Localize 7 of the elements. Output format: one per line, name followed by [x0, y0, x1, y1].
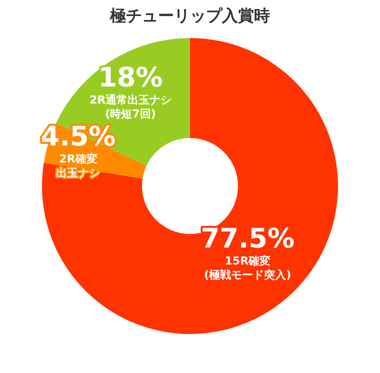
- slice-label: 15R確変(極戦モード突入): [204, 254, 292, 282]
- chart-title: 極チューリップ入賞時: [109, 6, 270, 25]
- slice-label: 2R確変出玉ナシ: [56, 152, 100, 180]
- data-label: 18%: [98, 62, 163, 94]
- data-label: 77.5%: [200, 224, 295, 255]
- slice-label: 2R通常出玉ナシ(時短7回): [89, 93, 172, 120]
- donut-slice: [42, 38, 338, 334]
